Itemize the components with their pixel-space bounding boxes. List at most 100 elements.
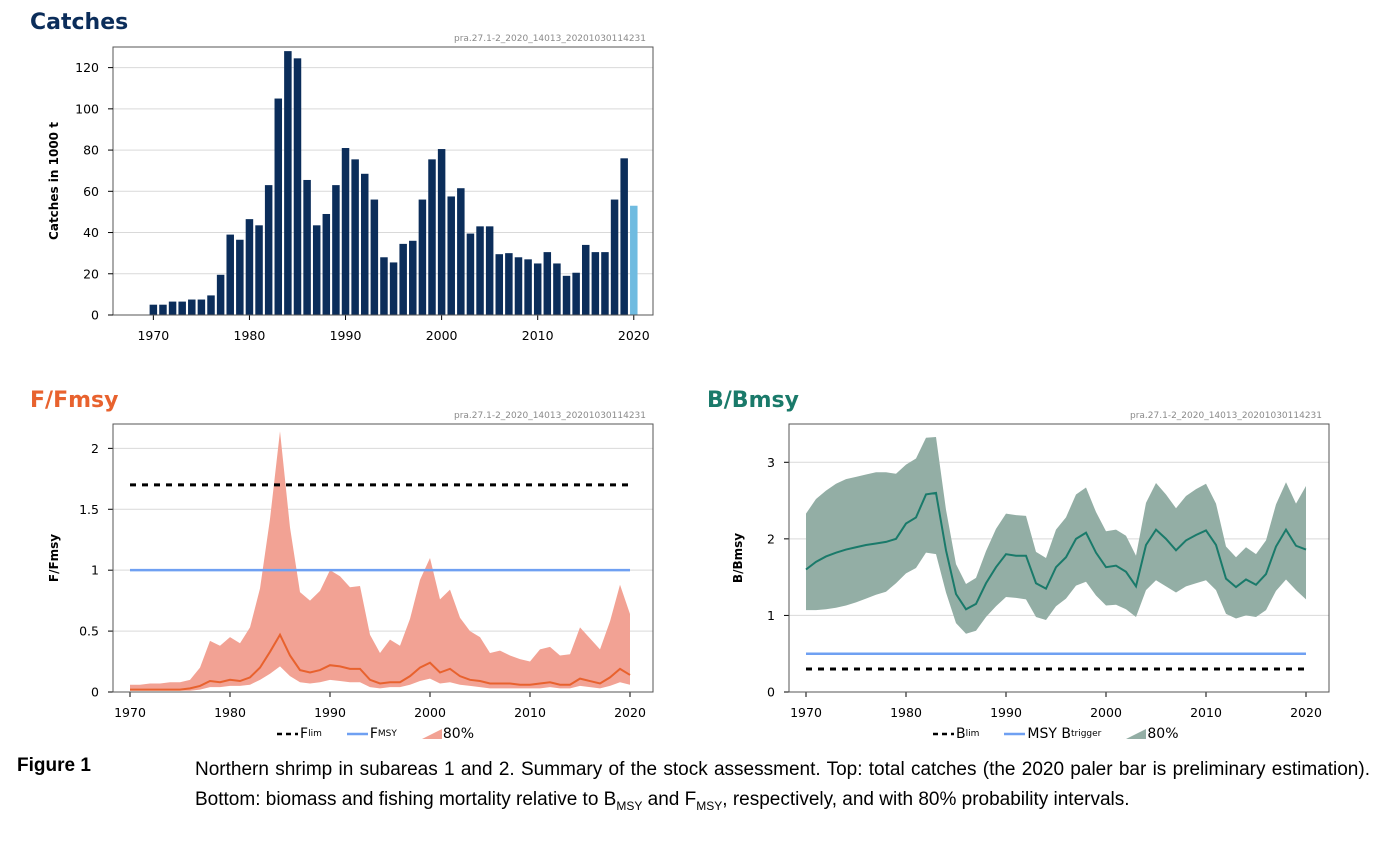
catch-bar — [207, 295, 215, 315]
legend-fmsy: F MSY — [346, 726, 397, 742]
catch-bar — [553, 263, 561, 315]
legend-b-band: 80% — [1125, 726, 1179, 742]
catch-bar — [620, 158, 628, 315]
catch-bar — [447, 196, 455, 315]
catches-ytick-label: 0 — [91, 308, 99, 323]
catches-xtick-label: 1970 — [137, 328, 169, 343]
catch-bar — [591, 252, 600, 315]
bbmsy-ytick-label: 3 — [767, 455, 775, 470]
ffmsy-xtick-label: 1980 — [214, 705, 246, 720]
figure-label: Figure 1 — [17, 755, 91, 776]
catch-bar — [341, 148, 350, 315]
catch-bar — [351, 159, 359, 315]
catch-bar — [303, 179, 311, 315]
catch-bar — [485, 226, 494, 315]
catches-xtick-label: 2000 — [426, 328, 458, 343]
catch-bar — [457, 188, 465, 315]
bbmsy-ylabel: B/Bmsy — [731, 533, 745, 583]
catch-bar — [610, 199, 619, 315]
bbmsy-xtick-label: 2000 — [1090, 705, 1122, 720]
catch-bar — [630, 205, 638, 315]
ffmsy-stamp: pra.27.1-2_2020_14013_20201030114231 — [454, 411, 647, 421]
catch-bar — [399, 243, 407, 315]
bbmsy-xtick-label: 1990 — [990, 705, 1022, 720]
bbmsy-xtick-label: 1970 — [790, 705, 822, 720]
catches-ylabel: Catches in 1000 t — [47, 122, 61, 240]
catches-xtick-label: 1980 — [234, 328, 266, 343]
ffmsy-ytick-label: 1 — [91, 563, 99, 578]
ffmsy-xtick-label: 2010 — [514, 705, 546, 720]
catch-bar — [437, 149, 446, 315]
catch-bar — [466, 233, 475, 315]
catch-bar — [428, 159, 436, 315]
catch-bar — [255, 225, 263, 315]
catch-bar — [178, 301, 186, 315]
legend-f-band: 80% — [421, 726, 474, 742]
catches-xtick-label: 1990 — [330, 328, 362, 343]
catch-bar — [533, 263, 542, 315]
catch-bar — [322, 213, 331, 315]
catch-bar — [524, 259, 532, 315]
bbmsy-stamp: pra.27.1-2_2020_14013_20201030114231 — [1130, 411, 1323, 421]
bbmsy-frame-top — [788, 423, 1330, 693]
catches-ytick-label: 20 — [83, 266, 99, 281]
catch-bar — [380, 257, 388, 315]
bbmsy-ytick-label: 2 — [767, 531, 775, 546]
catches-ytick-label: 100 — [75, 101, 99, 116]
figure-caption: Northern shrimp in subareas 1 and 2. Sum… — [195, 759, 1370, 813]
bbmsy-xtick-label: 1980 — [890, 705, 922, 720]
catch-bar — [188, 299, 196, 315]
catch-bar — [418, 199, 427, 315]
catch-bar — [476, 226, 484, 315]
ffmsy-ytick-label: 1.5 — [79, 502, 99, 517]
catch-bar — [236, 239, 244, 315]
bbmsy-title: B/Bmsy — [707, 388, 799, 413]
catch-bar — [245, 219, 254, 315]
bbmsy-ytick-label: 0 — [767, 685, 775, 700]
catch-bar — [360, 173, 369, 315]
catch-bar — [601, 252, 609, 315]
catch-bar — [284, 51, 292, 315]
catch-bar — [264, 185, 273, 315]
ffmsy-title: F/Fmsy — [30, 388, 119, 413]
catch-bar — [370, 199, 379, 315]
ffmsy-ytick-label: 0.5 — [79, 624, 99, 639]
catches-ytick-label: 120 — [75, 60, 99, 75]
catch-bar — [274, 98, 283, 316]
ffmsy-ylabel: F/Fmsy — [47, 534, 61, 582]
catches-ytick-label: 40 — [83, 225, 99, 240]
catch-bar — [168, 301, 177, 315]
catches-xtick-label: 2010 — [522, 328, 554, 343]
catch-bar — [216, 274, 225, 315]
catch-bar — [581, 244, 590, 315]
catch-bar — [293, 58, 302, 315]
ffmsy-ytick-label: 2 — [91, 441, 99, 456]
ffmsy-xtick-label: 2000 — [414, 705, 446, 720]
catch-bar — [572, 272, 580, 315]
catches-ytick-label: 60 — [83, 184, 99, 199]
bbmsy-median-line — [805, 491, 1307, 611]
catches-title: Catches — [30, 10, 129, 35]
ffmsy-xtick-label: 1990 — [314, 705, 346, 720]
ffmsy-ytick-label: 0 — [91, 685, 99, 700]
ffmsy-median-line — [130, 632, 631, 691]
bbmsy-band — [806, 437, 1306, 634]
bbmsy-xtick-label: 2020 — [1290, 705, 1322, 720]
catch-bar — [505, 253, 513, 315]
catches-xtick-label: 2020 — [618, 328, 650, 343]
bbmsy-ytick-label: 1 — [767, 608, 775, 623]
catch-bar — [312, 225, 321, 315]
ffmsy-xtick-label: 1970 — [114, 705, 146, 720]
catch-bar — [409, 240, 417, 315]
bbmsy-xtick-label: 2010 — [1190, 705, 1222, 720]
catch-bar — [149, 304, 158, 315]
catch-bar — [197, 299, 206, 315]
catch-bar — [514, 257, 523, 315]
catch-bar — [495, 254, 504, 315]
catch-bar — [332, 185, 340, 315]
ffmsy-xtick-label: 2020 — [614, 705, 646, 720]
catch-bar — [226, 234, 234, 315]
